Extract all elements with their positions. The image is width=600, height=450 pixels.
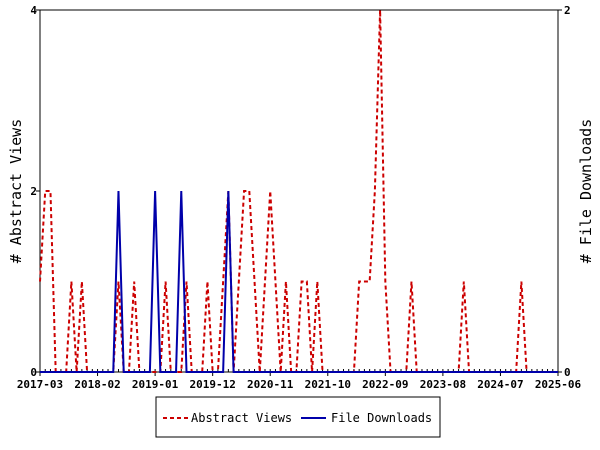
legend-label-abstract-views: Abstract Views xyxy=(191,411,292,425)
y-left-tick-label: 2 xyxy=(30,185,37,198)
x-tick-label: 2024-07 xyxy=(477,378,523,391)
x-tick-label: 2017-03 xyxy=(17,378,63,391)
y-right-tick-label: 0 xyxy=(564,366,571,379)
x-tick-label: 2022-09 xyxy=(362,378,408,391)
y-axis-left: 0 2 4 xyxy=(30,4,40,379)
y-axis-left-title: # Abstract Views xyxy=(7,119,25,264)
y-left-tick-label: 0 xyxy=(30,366,37,379)
x-tick-label: 2019-01 xyxy=(132,378,179,391)
y-axis-right-title: # File Downloads xyxy=(577,119,595,264)
x-tick-label: 2018-02 xyxy=(74,378,120,391)
y-left-tick-label: 4 xyxy=(30,4,37,17)
legend: Abstract Views File Downloads xyxy=(155,396,441,438)
x-tick-label: 2023-08 xyxy=(420,378,466,391)
x-tick-label: 2019-12 xyxy=(189,378,235,391)
y-axis-right: 02 xyxy=(558,4,571,379)
x-tick-label: 2025-06 xyxy=(535,378,582,391)
y-right-tick-label: 2 xyxy=(564,4,571,17)
series-line-file-downloads xyxy=(40,190,558,373)
x-tick-label: 2021-10 xyxy=(305,378,351,391)
legend-box xyxy=(155,396,441,438)
series-layer xyxy=(39,9,558,373)
x-axis: 2017-03 2018-02 2019-01 2019-12 2020-11 2021-… xyxy=(17,369,582,391)
x-tick-label: 2020-11 xyxy=(247,378,294,391)
legend-label-file-downloads: File Downloads xyxy=(331,411,432,425)
